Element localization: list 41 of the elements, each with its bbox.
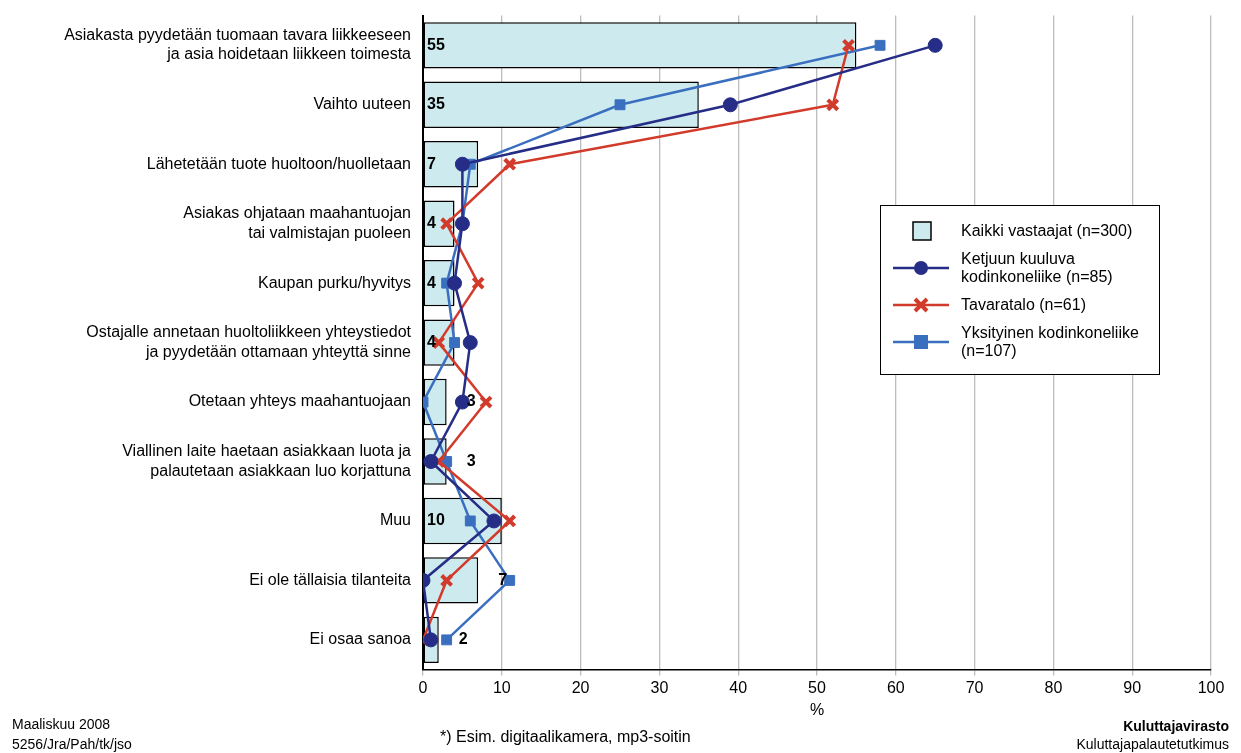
y-tick-label: Ei osaa sanoa [309,630,412,648]
data-label: 10 [427,511,445,529]
y-tick-label: Viallinen laite haetaan asiakkaan luota ja palautetaan asiakkaan luo korjattuna [122,442,412,479]
x-tick-label: 80 [1044,678,1063,696]
data-label: 4 [427,333,436,351]
data-label: 3 [466,451,476,469]
legend-label: Tavaratalo (n=61) [961,296,1086,314]
x-tick-label: 10 [492,678,511,696]
data-label: 7 [427,154,436,172]
x-tick-label: 70 [965,678,984,696]
text: *) Esim. digitaalikamera, mp3-soitin [440,728,691,746]
y-tick-label: Asiakas ohjataan maahantuojan tai valmistajan puoleen [183,204,411,241]
legend-label: Kaikki vastaajat (n=300) [961,222,1133,240]
data-label: 4 [427,273,436,291]
text: 5256/Jra/Pah/tk/jso [12,736,132,752]
y-tick-label: Ei ole tällaisia tilanteita [249,570,412,588]
x-axis-title: % [809,700,825,718]
x-tick-label: 40 [729,678,748,696]
x-tick-label: 30 [650,678,669,696]
y-tick-label: Kaupan purku/hyvitys [258,273,411,291]
y-tick-label: Lähetetään tuote huoltoon/huolletaan [146,154,411,172]
x-tick-label: 20 [571,678,590,696]
y-tick-label: Muu [379,511,411,529]
x-tick-label: 0 [418,678,428,696]
data-label: 55 [427,35,445,53]
y-tick-label: Vaihto uuteen [313,95,411,113]
text: Maaliskuu 2008 [12,716,111,732]
y-tick-label: Asiakasta pyydetään tuomaan tavara liikkeeseen ja asia hoidetaan liikkeen toimesta [64,26,412,63]
legend-label: Yksityinen kodinkoneliike (n=107) [961,324,1140,360]
y-tick-label: Otetaan yhteys maahantuojaan [188,392,411,410]
y-tick-label: Ostajalle annetaan huoltoliikkeen yhteystiedot ja pyydetään ottamaan yhteyttä sinne [86,323,412,360]
data-label: 35 [427,95,445,113]
x-tick-label: 60 [886,678,905,696]
data-label: 4 [427,214,436,232]
legend-label: Ketjuun kuuluva kodinkoneliike (n=85) [961,250,1114,286]
text: Kuluttajavirasto [1123,718,1229,734]
x-tick-label: 100 [1197,678,1225,696]
x-tick-label: 90 [1123,678,1142,696]
data-label: 2 [458,630,468,648]
x-tick-label: 50 [808,678,826,696]
text: Kuluttajapalautetutkimus [1076,736,1229,752]
